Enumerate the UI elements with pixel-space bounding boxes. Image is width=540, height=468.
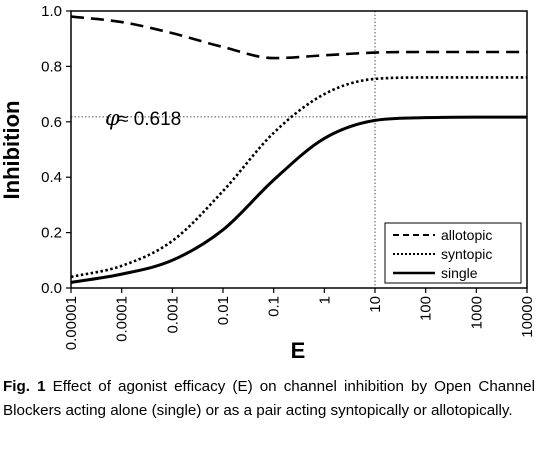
legend-label-allotopic: allotopic [441,227,492,243]
x-tick-label: 100 [418,296,435,321]
phi-value: ≈ 0.618 [118,109,181,130]
x-tick-label: 0.01 [215,296,232,325]
x-tick-label: 1000 [468,296,485,329]
caption-label: Fig. 1 [3,378,46,395]
x-tick-label: 0.0001 [114,296,131,342]
y-tick-label: 0.2 [41,225,62,242]
phi-annotation: φ ≈ 0.618 [105,106,181,130]
series-line-syntopic [70,76,527,279]
legend-label-syntopic: syntopic [441,246,492,262]
figure-caption: Fig. 1 Effect of agonist efficacy (E) on… [3,375,535,423]
y-tick-labels: 0.0 0.2 0.4 0.6 0.8 1.0 [41,3,62,297]
x-axis-title: E [291,338,306,363]
series-line-allotopic [70,15,527,60]
x-tick-label: 10000 [519,296,536,338]
x-tick-label: 0.001 [164,296,181,334]
y-tick-label: 0.6 [41,114,62,131]
x-tick-labels: 0.00001 0.0001 0.001 0.01 0.1 1 10 100 1000 10000 [63,296,536,350]
plot-frame [70,10,528,289]
chart: 0.00001 0.0001 0.001 0.01 0.1 1 10 100 1000 10000… [0,3,536,363]
phi-symbol: φ [105,106,120,130]
legend-label-single: single [441,265,478,281]
caption-text: Effect of agonist efficacy (E) on channe… [3,378,535,419]
x-tick-label: 1 [316,296,333,304]
axes [66,10,528,293]
y-tick-label: 1.0 [41,3,62,20]
y-tick-label: 0.4 [41,169,62,186]
x-tick-label: 0.1 [266,296,283,317]
y-tick-label: 0.0 [41,280,62,297]
y-tick-label: 0.8 [41,58,62,75]
legend: allotopic syntopic single [384,222,522,284]
reference-lines [71,11,376,288]
series-line-single [70,115,527,284]
x-tick-label: 0.00001 [63,296,80,350]
series-lines [70,15,527,284]
x-tick-label: 10 [367,296,384,313]
y-axis-title: Inhibition [0,101,24,200]
